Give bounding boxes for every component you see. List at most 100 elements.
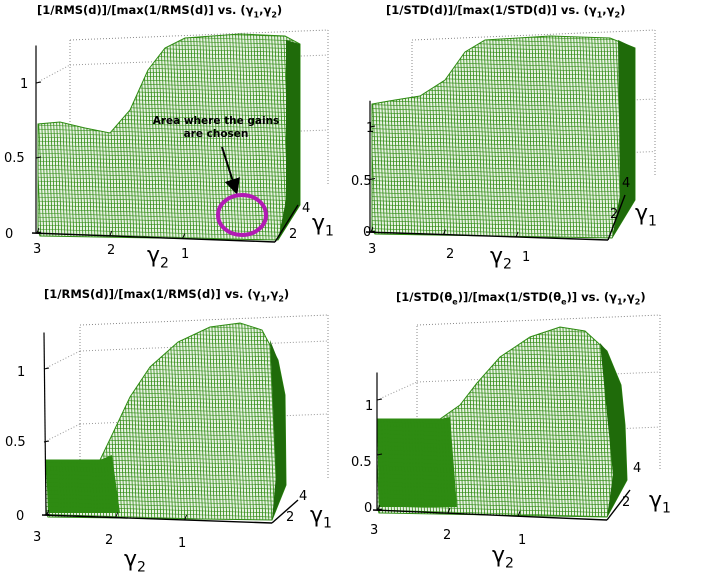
mesh-line — [554, 327, 568, 517]
g1-tick-label: 2 — [286, 510, 295, 525]
mesh-line — [674, 0, 686, 260]
mesh-line — [577, 36, 591, 238]
mesh-line — [350, 252, 690, 262]
y-tick-label: 0 — [363, 225, 372, 240]
mesh-line — [46, 336, 286, 348]
mesh-line — [230, 323, 244, 520]
x-tick-mark — [447, 508, 451, 514]
mesh-line — [0, 252, 340, 262]
x-tick-label: 1 — [181, 247, 190, 262]
mesh-line — [176, 34, 190, 240]
mesh-line — [0, 541, 340, 551]
mesh-line — [46, 323, 286, 332]
chart-panel-2: [1/STD(d)]/[max(1/STD(d)] vs. (γ1,γ2) 0 … — [350, 0, 702, 282]
sub: 1 — [260, 294, 267, 304]
mesh-line — [630, 285, 642, 545]
chart-title-tail: ) — [276, 3, 283, 17]
mesh-line — [38, 183, 300, 195]
chart-panel-3: [1/RMS(d)]/[max(1/RMS(d)] vs. (γ1,γ2) 0 … — [0, 285, 345, 581]
mesh-line — [38, 167, 300, 179]
chart-title-text: [1/STD(d)]/[max(1/STD(d)] vs. ( — [386, 3, 589, 17]
x-tick-mark — [115, 512, 119, 518]
grid-line — [376, 381, 418, 401]
mesh-line — [0, 285, 12, 545]
g1-axis-line — [606, 489, 631, 521]
sub: e — [452, 297, 458, 307]
mesh-line — [227, 323, 241, 520]
x-tick-mark — [109, 230, 113, 237]
mesh-line — [560, 327, 574, 517]
sub: 1 — [253, 10, 260, 20]
mesh-line — [662, 0, 674, 260]
mesh-line — [9, 0, 21, 260]
x-axis-label-main: γ — [124, 547, 138, 572]
gamma: γ — [609, 290, 617, 304]
mesh-line — [562, 36, 576, 238]
y-tick-label: 1 — [365, 399, 374, 414]
mesh-line — [269, 34, 283, 240]
mesh-line — [377, 480, 627, 492]
chart-panel-4: [1/STD(θe)]/[max(1/STD(θe)] vs. (γ1,γ2) … — [345, 285, 702, 581]
x-axis-label: γ2 — [124, 547, 146, 575]
grid-line — [43, 423, 81, 443]
x-tick-label: 1 — [518, 533, 527, 548]
mesh-line — [377, 504, 627, 516]
mesh-line — [353, 0, 365, 260]
mesh-line — [563, 327, 577, 517]
g1-axis-label-sub: 1 — [325, 223, 334, 240]
mesh-line — [24, 0, 36, 260]
x-tick-label: 1 — [178, 536, 187, 551]
mesh-line — [377, 492, 627, 504]
x-tick-label: 3 — [33, 242, 42, 257]
g1-axis-label: γ1 — [635, 201, 657, 229]
mesh-line — [38, 34, 300, 39]
mesh-line — [333, 0, 340, 260]
box-edge — [79, 314, 329, 326]
x-axis-label-main: γ — [492, 543, 506, 568]
mesh-line — [38, 151, 300, 163]
mesh-line — [529, 36, 543, 238]
mesh-line — [38, 34, 300, 35]
g1-axis-label-sub: 1 — [323, 515, 332, 532]
mesh-line — [38, 155, 300, 167]
mesh-line — [508, 36, 522, 238]
mesh-line — [377, 420, 627, 432]
mesh-line — [6, 0, 18, 260]
mesh-line — [377, 336, 627, 348]
mesh-line — [348, 285, 360, 545]
y-tick-label: 0 — [5, 227, 14, 242]
mesh-line — [224, 323, 238, 520]
mesh-line — [263, 34, 277, 240]
y-tick-mark — [369, 125, 376, 128]
x-tick-label: 1 — [522, 250, 531, 265]
mesh-line — [345, 525, 685, 535]
mesh-line — [377, 327, 627, 332]
grid-line — [35, 64, 71, 84]
x-tick-label: 3 — [368, 242, 377, 257]
g1-axis-label-main: γ — [635, 201, 649, 226]
sub: 1 — [596, 10, 603, 20]
g1-tick-label: 2 — [289, 227, 298, 242]
sub: e — [561, 297, 567, 307]
mesh-line — [0, 529, 340, 539]
y-tick-mark — [369, 178, 376, 180]
mesh-line — [0, 244, 340, 254]
x-axis-label-sub: 2 — [137, 559, 146, 576]
mesh-line — [683, 0, 695, 260]
mesh-line — [27, 285, 39, 545]
mesh-line — [24, 285, 36, 545]
mesh-line — [46, 323, 52, 520]
mesh-line — [559, 36, 573, 238]
gamma: γ — [252, 287, 261, 301]
x-tick-label: 2 — [107, 243, 116, 258]
mesh-line — [38, 203, 300, 215]
mesh-line — [46, 328, 286, 340]
surface-plot — [350, 0, 695, 262]
mesh-line — [514, 36, 528, 238]
mesh-line — [586, 36, 600, 238]
mesh-line — [487, 36, 501, 238]
y-tick-mark — [35, 81, 42, 84]
mesh-line — [574, 36, 588, 238]
chart-title-text: [1/RMS(d)]/[max(1/RMS(d)] vs. ( — [44, 287, 253, 301]
mesh-line — [38, 159, 300, 171]
